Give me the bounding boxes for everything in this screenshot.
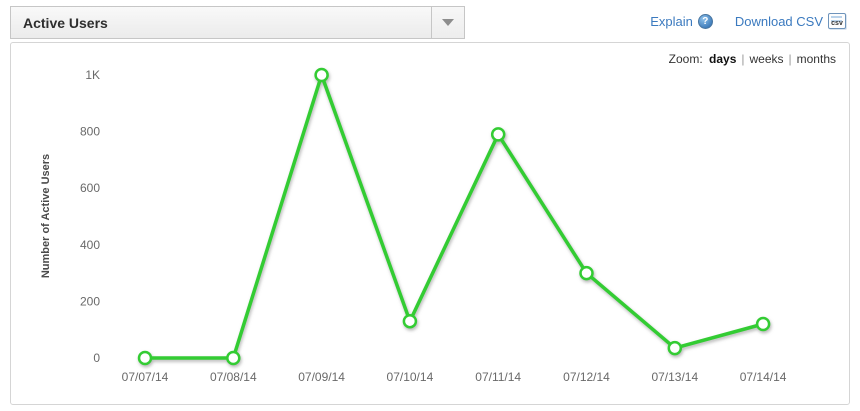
y-tick-label: 1K (85, 68, 100, 82)
zoom-option-days[interactable]: days (709, 52, 737, 66)
y-tick-label: 600 (80, 181, 100, 195)
zoom-separator: | (741, 52, 745, 66)
y-tick-label: 400 (80, 238, 100, 252)
data-point-marker[interactable] (314, 67, 329, 83)
data-point-marker[interactable] (402, 313, 418, 329)
zoom-option-months[interactable]: months (796, 52, 836, 66)
zoom-separator: | (788, 52, 792, 66)
data-point-marker[interactable] (490, 127, 506, 142)
chart-line (143, 73, 765, 360)
csv-icon-text: csv (831, 20, 843, 27)
data-point-marker[interactable] (226, 350, 241, 366)
x-tick-label: 07/12/14 (563, 370, 610, 384)
chart-canvas[interactable]: 0 200 400 600 800 1K 07/07/14 07/08/14 07/09/14 0… (11, 43, 849, 404)
chevron-down-icon (442, 19, 454, 26)
data-point-marker[interactable] (137, 350, 153, 366)
download-csv-label: Download CSV (734, 13, 823, 29)
line-series (137, 67, 771, 366)
explain-link[interactable]: Explain ? (650, 13, 713, 29)
widget-title-bar: Active Users (10, 6, 465, 39)
y-tick-label: 0 (93, 351, 100, 365)
zoom-option-weeks[interactable]: weeks (749, 52, 784, 66)
csv-file-icon[interactable]: csv (828, 13, 846, 29)
y-tick-label: 800 (80, 125, 100, 139)
y-tick-label: 200 (80, 294, 100, 308)
x-tick-label: 07/09/14 (298, 370, 345, 384)
x-tick-label: 07/11/14 (475, 370, 521, 384)
header-links: Explain ? Download CSV csv (650, 13, 846, 29)
data-point-marker[interactable] (755, 316, 771, 332)
help-question-icon[interactable]: ? (697, 13, 713, 29)
chart-panel: Zoom: days | weeks | months Number of Active… (10, 42, 850, 405)
zoom-control: Zoom: days | weeks | months (669, 52, 839, 66)
data-point-marker[interactable] (667, 340, 683, 356)
x-tick-label: 07/08/14 (210, 370, 257, 384)
page-title: Active Users (23, 14, 108, 31)
widget-dropdown-button[interactable] (431, 7, 464, 38)
download-csv-link[interactable]: Download CSV csv (735, 13, 846, 29)
x-tick-label: 07/14/14 (740, 370, 787, 384)
zoom-label: Zoom: (668, 52, 703, 66)
x-tick-label: 07/10/14 (387, 370, 434, 384)
data-point-marker[interactable] (579, 265, 594, 281)
explain-link-label: Explain (650, 13, 693, 29)
x-tick-label: 07/13/14 (651, 370, 698, 384)
x-tick-label: 07/07/14 (122, 370, 169, 384)
